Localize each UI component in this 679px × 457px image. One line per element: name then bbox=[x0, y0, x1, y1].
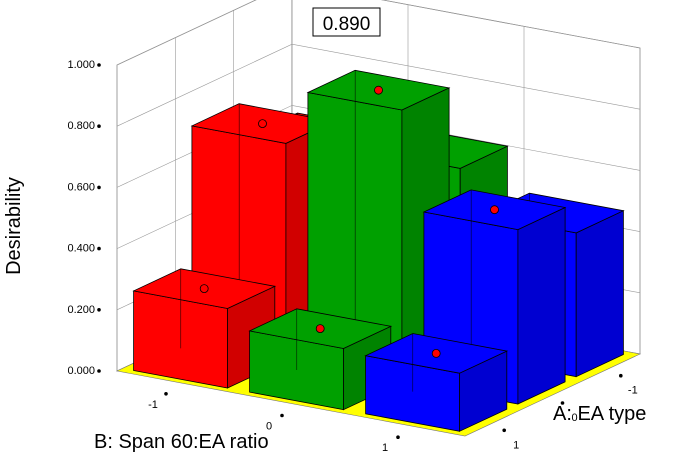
z-tick-label: 0.400 bbox=[67, 243, 95, 255]
x-tick-mark bbox=[280, 413, 284, 418]
bars bbox=[132, 69, 625, 432]
floor-ticks: -1 0 1 1 0 -1 bbox=[148, 373, 638, 454]
bar-side-face bbox=[575, 210, 624, 378]
x-tick-mark bbox=[164, 392, 168, 396]
bar-side-face bbox=[517, 206, 566, 405]
design-point-marker bbox=[315, 324, 325, 334]
z-tick-label: 0.200 bbox=[67, 304, 95, 316]
y-tick-label: 0 bbox=[571, 412, 577, 424]
x-tick-label: -1 bbox=[148, 399, 158, 411]
z-tick-mark bbox=[97, 185, 101, 190]
z-tick-mark bbox=[97, 124, 101, 128]
y-tick-mark bbox=[502, 428, 507, 433]
x-tick-label: 0 bbox=[266, 421, 272, 433]
highlight-value-box: 0.890 bbox=[312, 7, 381, 37]
x-tick-label: 1 bbox=[382, 442, 388, 454]
axis-labels: Desirability B: Span 60:EA ratio A: EA t… bbox=[3, 177, 646, 453]
z-tick-mark bbox=[97, 308, 101, 312]
design-point-marker bbox=[490, 205, 499, 215]
y-tick-label: 1 bbox=[513, 439, 519, 451]
z-tick-mark bbox=[97, 246, 101, 251]
y-tick-mark bbox=[619, 373, 623, 378]
design-point-marker bbox=[258, 119, 267, 128]
bar bbox=[132, 268, 277, 389]
y-axis-title: A: EA type bbox=[553, 403, 646, 425]
y-tick-mark bbox=[560, 401, 565, 405]
z-axis: 0.000 0.200 0.400 0.600 0.800 1.000 bbox=[67, 59, 101, 377]
x-axis-title: B: Span 60:EA ratio bbox=[94, 431, 269, 453]
z-tick-mark bbox=[97, 369, 101, 373]
x-tick-mark bbox=[396, 435, 400, 440]
z-tick-label: 0.800 bbox=[67, 120, 95, 132]
design-point-marker bbox=[199, 284, 209, 294]
z-tick-label: 1.000 bbox=[67, 59, 95, 71]
z-tick-mark bbox=[97, 63, 101, 67]
z-axis-title: Desirability bbox=[3, 177, 25, 275]
bar bbox=[364, 333, 509, 432]
y-tick-label: -1 bbox=[628, 385, 638, 397]
design-point-marker bbox=[374, 85, 383, 95]
design-point-marker bbox=[431, 348, 441, 358]
z-tick-label: 0.000 bbox=[67, 365, 95, 377]
highlight-value: 0.890 bbox=[323, 14, 371, 35]
z-tick-label: 0.600 bbox=[67, 181, 95, 193]
